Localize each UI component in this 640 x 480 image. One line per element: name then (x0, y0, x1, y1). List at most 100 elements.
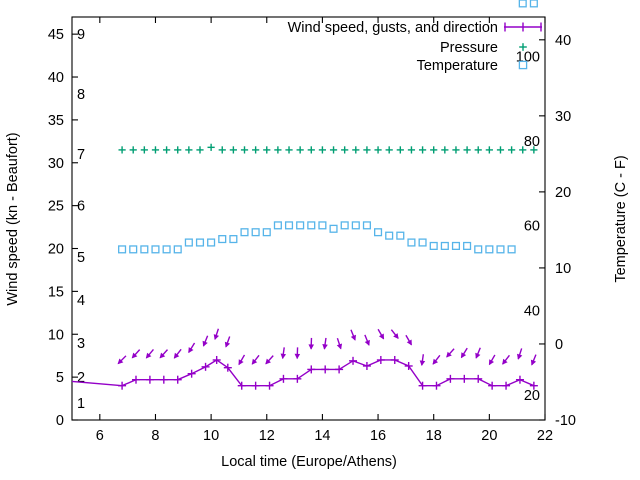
temperature-marker (351, 221, 360, 230)
pressure-marker (140, 146, 148, 154)
wind-direction-arrow (336, 337, 343, 350)
x-tick-label: 18 (426, 428, 442, 444)
pressure-marker (229, 146, 237, 154)
pressure-marker (530, 146, 538, 154)
temperature-marker (385, 231, 394, 240)
pressure-marker (285, 146, 293, 154)
pressure-marker (363, 146, 371, 154)
pressure-marker (207, 143, 215, 151)
x-tick-label: 22 (537, 428, 553, 444)
wind-speed-marker (390, 355, 399, 364)
pressure-marker (296, 146, 304, 154)
temperature-marker (218, 235, 227, 244)
wind-direction-arrow (405, 334, 413, 346)
wind-speed-marker (279, 374, 288, 383)
wind-direction-arrow (294, 347, 301, 360)
wind-speed-marker (446, 374, 455, 383)
temperature-marker (440, 241, 449, 250)
temperature-marker (173, 245, 182, 254)
y-left-tick-label: 15 (48, 284, 64, 300)
y-axis-right-temperature: -10 0 10 20 30 40 (539, 33, 576, 429)
y-left-tick-label: 30 (48, 156, 64, 172)
pressure-marker (185, 146, 193, 154)
temperature-marker (529, 0, 538, 8)
fahrenheit-label: 60 (524, 218, 540, 234)
y-right-tick-label: -10 (555, 413, 576, 429)
x-axis-title: Local time (Europe/Athens) (221, 454, 397, 470)
temperature-marker (162, 245, 171, 254)
wind-direction-arrow (188, 342, 196, 354)
temperature-marker (429, 241, 438, 250)
pressure-marker (174, 146, 182, 154)
wind-speed-marker (502, 381, 511, 390)
pressure-marker (407, 146, 416, 154)
temperature-marker (229, 235, 238, 244)
wind-direction-arrow (213, 328, 220, 341)
y-left-tick-label: 0 (56, 413, 64, 429)
beaufort-scale-labels: 1 2 3 4 5 6 7 8 9 (77, 27, 85, 412)
wind-speed-marker (335, 365, 344, 374)
y-right-tick-label: 30 (555, 109, 571, 125)
pressure-marker (318, 146, 327, 154)
y-left-tick-label: 20 (48, 242, 64, 258)
beaufort-label: 5 (77, 250, 85, 266)
wind-speed-marker (460, 374, 469, 383)
wind-speed-marker (321, 365, 330, 374)
beaufort-label: 2 (77, 370, 85, 386)
pressure-marker (418, 146, 427, 154)
wind-speed-marker (212, 355, 221, 364)
series-temperature (118, 0, 538, 254)
pressure-marker (385, 146, 393, 154)
beaufort-label: 6 (77, 199, 85, 215)
legend-label: Wind speed, gusts, and direction (288, 20, 498, 36)
wind-direction-arrow (419, 354, 426, 367)
temperature-marker (284, 221, 294, 230)
wind-direction-arrow (117, 355, 127, 365)
wind-speed-marker (515, 375, 524, 384)
pressure-marker (274, 146, 282, 154)
temperature-marker (407, 238, 416, 247)
temperature-marker (362, 221, 371, 230)
pressure-marker (341, 146, 349, 154)
temperature-marker (340, 221, 349, 230)
wind-speed-marker (173, 375, 182, 384)
pressure-marker (508, 146, 516, 154)
temperature-marker (474, 245, 483, 254)
temperature-marker (195, 238, 205, 247)
beaufort-label: 8 (77, 87, 85, 103)
wind-direction-arrow (516, 348, 523, 360)
legend-sample (504, 22, 542, 32)
wind-direction-arrow (350, 329, 356, 341)
wind-speed-marker (223, 363, 232, 372)
wind-speed-marker (131, 375, 140, 384)
beaufort-label: 9 (77, 27, 85, 43)
temperature-marker (507, 245, 516, 254)
wind-direction-arrow (322, 337, 328, 350)
y-left-tick-label: 10 (48, 327, 64, 343)
temperature-marker (251, 228, 260, 237)
y-left-tick-label: 45 (48, 27, 64, 43)
pressure-marker (352, 146, 360, 154)
pressure-marker (441, 146, 449, 154)
wind-speed-marker (529, 381, 538, 390)
temperature-marker (151, 245, 160, 254)
fahrenheit-label: 80 (524, 134, 540, 150)
y-left-tick-label: 35 (48, 113, 64, 129)
y-right-tick-label: 10 (555, 261, 571, 277)
fahrenheit-label: 40 (524, 304, 540, 320)
wind-speed-marker (488, 381, 497, 390)
wind-speed-marker (265, 381, 274, 390)
wind-direction-arrow (238, 354, 246, 366)
wind-direction-arrow (308, 337, 315, 350)
temperature-marker (273, 221, 282, 230)
y-left-tick-label: 5 (56, 370, 64, 386)
y-left-tick-label: 40 (48, 70, 64, 86)
x-axis: 6 8 10 12 14 16 18 20 22 (96, 17, 553, 444)
x-tick-label: 20 (481, 428, 497, 444)
temperature-marker (485, 245, 494, 254)
wind-speed-marker (474, 374, 483, 383)
x-tick-label: 8 (151, 428, 159, 444)
temperature-marker (307, 221, 316, 230)
wind-speed-marker (349, 356, 358, 365)
